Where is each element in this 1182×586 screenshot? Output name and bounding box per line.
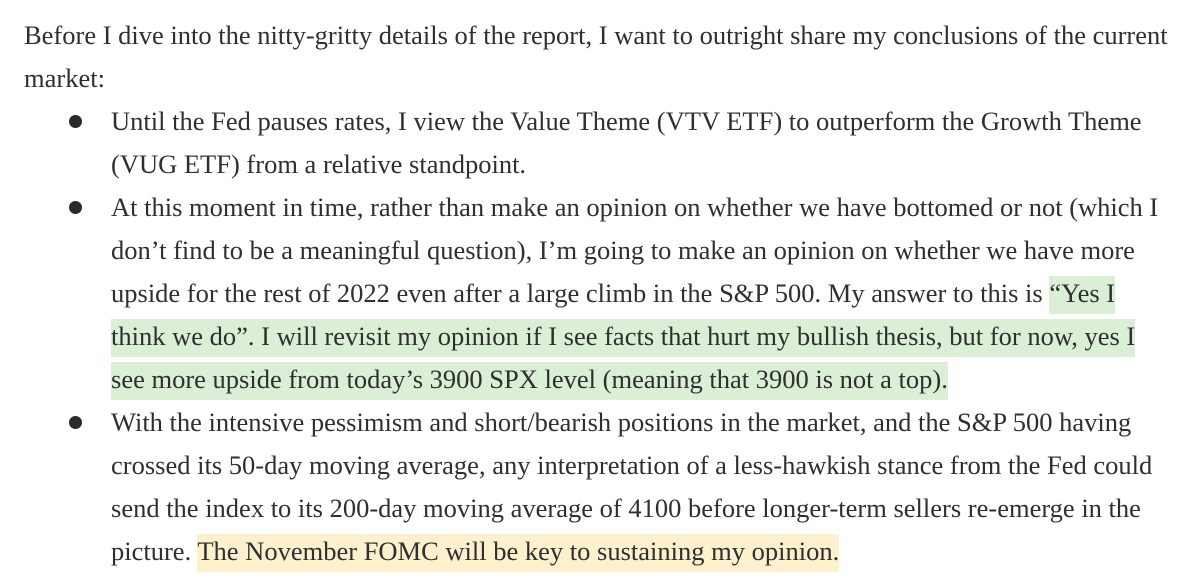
bullet-text: With the intensive pessimism and short/b… <box>111 407 1153 566</box>
bullet-text: At this moment in time, rather than make… <box>111 192 1159 308</box>
highlighted-text-yellow: The November FOMC will be key to sustain… <box>197 534 840 572</box>
document-body: Before I dive into the nitty-gritty deta… <box>24 0 1174 573</box>
bullet-icon <box>69 115 82 128</box>
list-item: With the intensive pessimism and short/b… <box>24 401 1174 573</box>
conclusions-list: Until the Fed pauses rates, I view the V… <box>24 100 1174 573</box>
bullet-text: Until the Fed pauses rates, I view the V… <box>111 106 1142 179</box>
bullet-icon <box>69 201 82 214</box>
list-item: At this moment in time, rather than make… <box>24 186 1174 401</box>
list-item: Until the Fed pauses rates, I view the V… <box>24 100 1174 186</box>
bullet-icon <box>69 416 82 429</box>
intro-paragraph: Before I dive into the nitty-gritty deta… <box>24 20 1168 93</box>
